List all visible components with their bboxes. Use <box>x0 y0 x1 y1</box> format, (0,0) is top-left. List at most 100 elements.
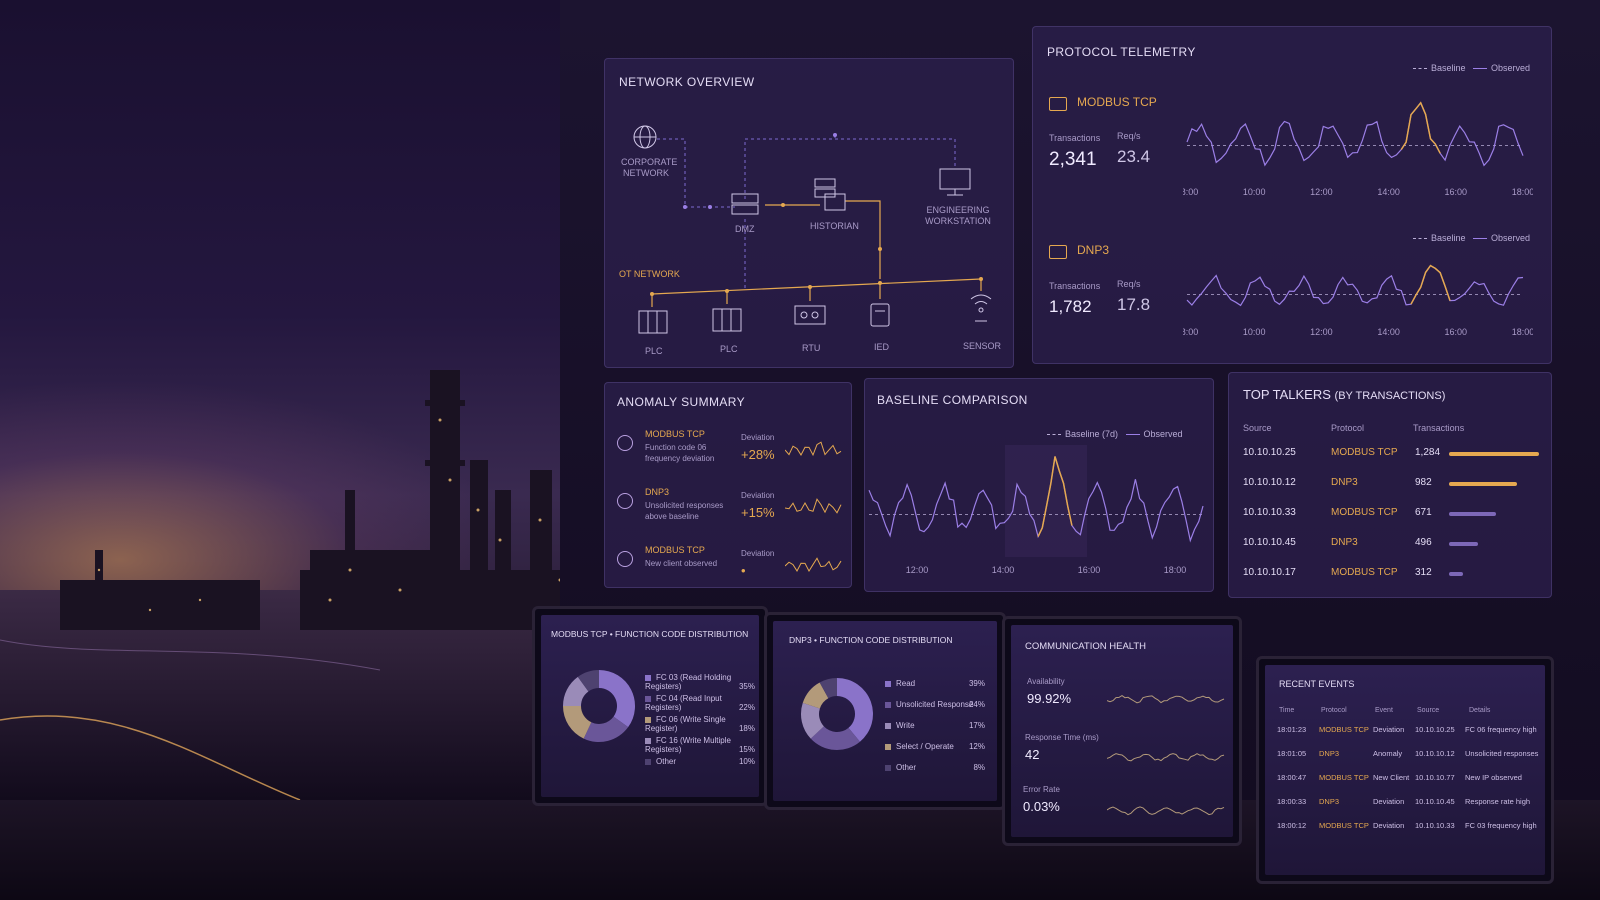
x-tick-label: 18:00 <box>1512 187 1533 197</box>
plc-icon <box>712 308 742 332</box>
donut-slice <box>563 676 589 706</box>
donut-slice <box>810 726 860 750</box>
fc-pct: 22% <box>738 703 755 712</box>
availability-value: 99.92% <box>1027 691 1072 706</box>
dnp3-device-icon <box>1049 245 1067 259</box>
fc-legend-item: Other 10% <box>645 757 755 766</box>
anomaly-window <box>1005 445 1087 557</box>
fc-label: Other <box>896 763 917 772</box>
event-time: 18:00:12 <box>1277 821 1307 830</box>
talker-bar <box>1449 572 1463 576</box>
anomaly-item[interactable]: DNP3 Unsolicited responses above baseline D… <box>605 485 853 535</box>
comm-health-sparklines <box>1107 695 1225 816</box>
node-dmz-label: DMZ <box>735 224 755 234</box>
node-corporate-label: CORPORATE NETWORK <box>621 157 678 178</box>
talker-row[interactable]: 10.10.10.33 MODBUS TCP 671 <box>1229 507 1551 527</box>
anomaly-desc: Function code 06 <box>645 443 707 452</box>
fc-legend-item: Unsolicited Response 24% <box>885 700 985 709</box>
fc-pct: 8% <box>973 763 985 772</box>
recent-events-title: RECENT EVENTS <box>1279 679 1355 689</box>
fc-legend-item: Write 17% <box>885 721 985 730</box>
dnp3-fc-donut <box>801 678 873 750</box>
event-row[interactable]: 18:01:23 MODBUS TCP Deviation 10.10.10.25 FC… <box>1265 725 1545 743</box>
event-time: 18:00:33 <box>1277 797 1307 806</box>
fc-legend-item: FC 04 (Read Input Registers) 22% <box>645 694 755 712</box>
server-icon <box>814 178 846 211</box>
event-time: 18:01:23 <box>1277 725 1307 734</box>
fc-legend-item: FC 03 (Read Holding Registers) 35% <box>645 673 755 691</box>
anomaly-desc: Unsolicited responses <box>645 501 724 510</box>
legend-swatch <box>885 680 891 687</box>
refinery-silhouette <box>0 370 600 800</box>
node-ied-label: IED <box>874 342 890 352</box>
event-source: 10.10.10.33 <box>1415 821 1455 830</box>
wifi-sensor-icon <box>970 294 992 322</box>
talker-protocol: MODBUS TCP <box>1331 507 1398 518</box>
protocol-telemetry-panel: PROTOCOL TELEMETRY Baseline Observed Bas… <box>1032 26 1552 364</box>
anomaly-summary-title: ANOMALY SUMMARY <box>617 395 746 409</box>
deviation-label: Deviation <box>741 491 775 500</box>
event-protocol: MODBUS TCP <box>1319 773 1369 782</box>
talker-source: 10.10.10.25 <box>1243 447 1296 458</box>
health-sparkline <box>1107 753 1225 762</box>
talker-row[interactable]: 10.10.10.25 MODBUS TCP 1,284 <box>1229 447 1551 467</box>
anomaly-sparkline <box>785 498 842 514</box>
globe-icon <box>633 125 657 149</box>
event-row[interactable]: 18:00:12 MODBUS TCP Deviation 10.10.10.33 FC… <box>1265 821 1545 839</box>
recent-events-monitor: RECENT EVENTS Time Protocol Event Source… <box>1256 656 1554 884</box>
event-type: Anomaly <box>1373 749 1403 758</box>
anomaly-peak-line <box>1410 264 1451 305</box>
donut-slice <box>837 678 873 742</box>
talker-source: 10.10.10.17 <box>1243 567 1296 578</box>
anomaly-item[interactable]: MODBUS TCP Function code 06 frequency devi… <box>605 427 853 477</box>
fc-legend-item: FC 06 (Write Single Register) 18% <box>645 715 755 733</box>
event-protocol: MODBUS TCP <box>1319 725 1369 734</box>
event-source: 10.10.10.25 <box>1415 725 1455 734</box>
dnp3-telemetry-chart: 08:00 10:00 12:00 14:00 16:00 18:00 <box>1183 264 1533 337</box>
fc-label: FC 16 (Write Multiple Registers) <box>645 736 731 754</box>
network-overview-panel: NETWORK OVERVIEW CORPORATE NETWORK <box>604 58 1014 368</box>
error-rate-label: Error Rate <box>1023 785 1060 794</box>
deviation-label: Deviation <box>741 549 775 558</box>
fc-label: FC 04 (Read Input Registers) <box>645 694 722 712</box>
node-plc2-label: PLC <box>720 344 738 354</box>
dnp3-tx-label: Transactions <box>1049 281 1101 291</box>
talker-row[interactable]: 10.10.10.17 MODBUS TCP 312 <box>1229 567 1551 587</box>
talker-row[interactable]: 10.10.10.45 DNP3 496 <box>1229 537 1551 557</box>
fc-label: Select / Operate <box>896 742 954 751</box>
talker-transactions: 496 <box>1415 537 1432 548</box>
fc-label: Unsolicited Response <box>896 700 974 709</box>
talker-bar <box>1449 452 1539 456</box>
fc-label: Read <box>896 679 916 688</box>
talker-bar <box>1449 542 1478 546</box>
node-engineering-label: ENGINEERING WORKSTATION <box>925 205 991 226</box>
alert-icon <box>617 551 633 567</box>
dnp3-telemetry-name: DNP3 <box>1077 243 1110 257</box>
fc-legend-item: Select / Operate 12% <box>885 742 985 751</box>
top-talkers-panel: TOP TALKERS (BY TRANSACTIONS) Source Pro… <box>1228 372 1552 598</box>
talker-protocol: MODBUS TCP <box>1331 447 1398 458</box>
observed-line <box>868 456 1204 543</box>
x-tick-label: 18:00 <box>1164 565 1187 575</box>
x-tick-label: 12:00 <box>1310 187 1333 197</box>
ot-network-label: OT NETWORK <box>619 269 680 279</box>
event-row[interactable]: 18:00:47 MODBUS TCP New Client 10.10.10.77 N… <box>1265 773 1545 791</box>
talker-row[interactable]: 10.10.10.12 DNP3 982 <box>1229 477 1551 497</box>
deviation-label: Deviation <box>741 433 775 442</box>
protocol-telemetry-title: PROTOCOL TELEMETRY <box>1047 45 1196 59</box>
legend-swatch <box>885 764 891 771</box>
event-row[interactable]: 18:01:05 DNP3 Anomaly 10.10.10.12 Unsolicite… <box>1265 749 1545 767</box>
x-tick-label: 10:00 <box>1243 327 1266 337</box>
talker-transactions: 1,284 <box>1415 447 1441 458</box>
anomaly-sparkline <box>785 441 842 457</box>
events-header-source: Source <box>1417 707 1440 714</box>
event-protocol: MODBUS TCP <box>1319 821 1369 830</box>
modbus-tx-value: 2,341 <box>1049 149 1097 170</box>
error-rate-value: 0.03% <box>1023 799 1060 814</box>
anomaly-item[interactable]: MODBUS TCP New client observed Deviation • <box>605 543 853 593</box>
fc-pct: 12% <box>968 742 985 751</box>
event-row[interactable]: 18:00:33 DNP3 Deviation 10.10.10.45 Response… <box>1265 797 1545 815</box>
event-source: 10.10.10.45 <box>1415 797 1455 806</box>
event-type: Deviation <box>1373 821 1405 830</box>
top-talkers-title: TOP TALKERS (BY TRANSACTIONS) <box>1243 387 1446 402</box>
